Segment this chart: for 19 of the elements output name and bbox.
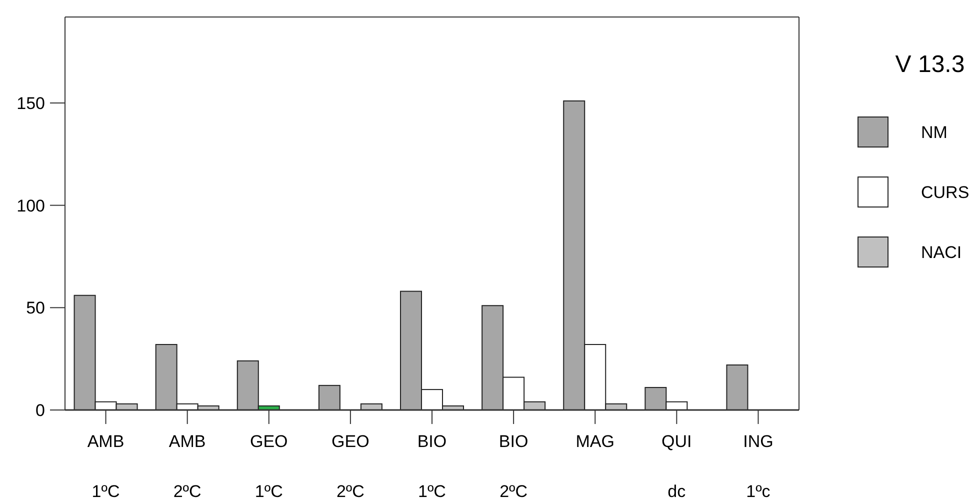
legend-label: NM (921, 123, 948, 142)
legend-label: CURS (921, 183, 970, 202)
y-tick-label: 100 (16, 196, 45, 216)
y-tick-label: 150 (16, 94, 45, 113)
category-label: GEO 1ºC (250, 432, 288, 501)
category-label: ING 1ºc (743, 432, 774, 501)
x-tick-label: MAG (576, 432, 614, 451)
category-label: QUI dc (662, 432, 692, 501)
category-label: GEO 2ºC (332, 432, 370, 501)
legend-title: V 13.3 (895, 51, 965, 78)
bar (318, 384, 340, 410)
bar (726, 364, 748, 410)
category-label: AMB 1ºC (87, 432, 124, 501)
category-label: AMB 2ºC (168, 432, 206, 501)
y-tick-label: 0 (36, 401, 45, 420)
legend-label: NACI (921, 243, 962, 262)
category-label: BIO 2ºC (498, 432, 528, 501)
y-tick-label: 50 (26, 298, 45, 318)
category-label: BIO 1ºC (417, 432, 447, 501)
